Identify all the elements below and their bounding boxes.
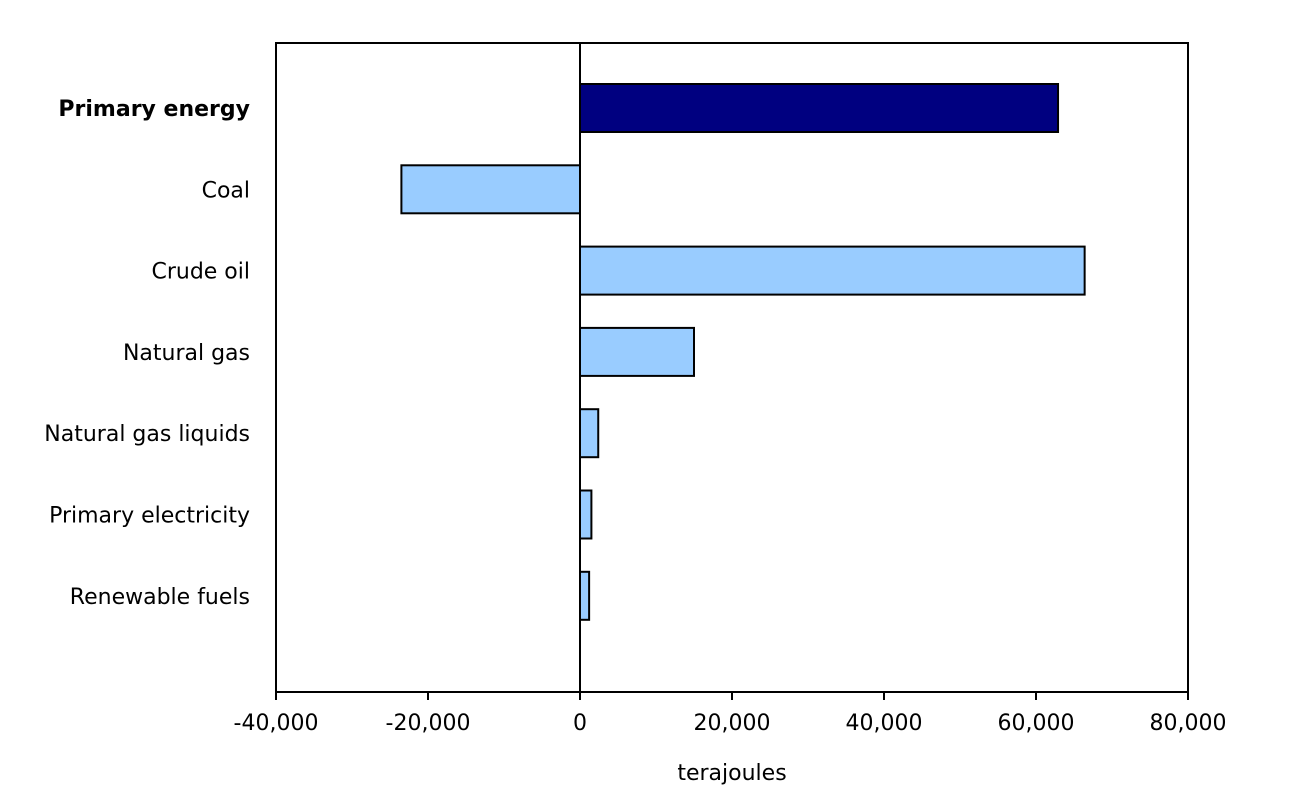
bar-primary-electricity [579,489,593,540]
bar-primary-energy [579,83,1060,133]
category-label: Coal [202,178,250,203]
x-tick-label: -40,000 [234,711,319,736]
x-axis-label: terajoules [677,761,786,786]
category-label: Crude oil [151,260,250,285]
category-label: Primary electricity [49,504,250,529]
bar-natural-gas [579,326,695,377]
bar-natural-gas-liquids [579,408,600,459]
category-label: Primary energy [58,97,250,122]
category-label: Natural gas [123,341,250,366]
x-tick-label: 60,000 [998,711,1075,736]
plot-frame [275,42,1189,693]
category-label: Renewable fuels [70,585,250,610]
x-tick-label: 40,000 [846,711,923,736]
bar-crude-oil [579,245,1086,296]
x-tick-label: 80,000 [1150,711,1227,736]
category-label: Natural gas liquids [44,422,250,447]
bar-coal [400,164,581,215]
x-tick-label: 20,000 [694,711,771,736]
bar-renewable-fuels [579,570,591,621]
x-tick-label: 0 [573,711,587,736]
x-tick-label: -20,000 [386,711,471,736]
